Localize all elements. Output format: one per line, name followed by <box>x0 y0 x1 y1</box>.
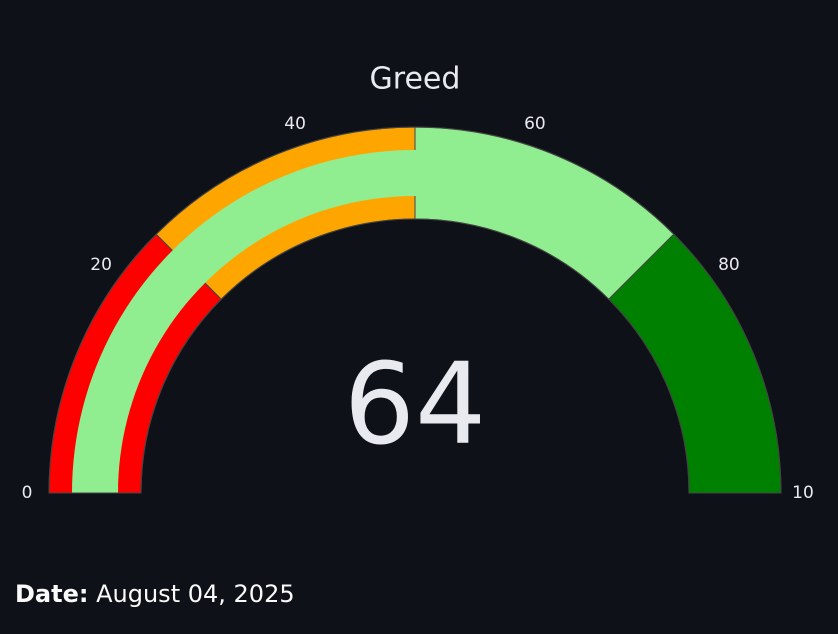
date-line: Date: August 04, 2025 <box>15 580 295 608</box>
tick-label: 20 <box>90 255 112 275</box>
tick-label: 40 <box>284 114 306 134</box>
tick-label: 10 <box>792 483 814 503</box>
tick-label: 0 <box>22 483 33 503</box>
chart-title: Greed <box>370 62 461 97</box>
gauge-step <box>608 233 782 494</box>
date-text: August 04, 2025 <box>96 580 295 608</box>
date-label: Date: <box>15 580 89 608</box>
tick-label: 60 <box>524 114 546 134</box>
gauge-value: 64 <box>344 340 487 470</box>
gauge-outline <box>48 126 782 494</box>
gauge-chart: Greed 64 0 20 40 60 80 10 <box>22 62 814 504</box>
tick-label: 80 <box>718 255 740 275</box>
gauge-bar <box>72 149 562 493</box>
